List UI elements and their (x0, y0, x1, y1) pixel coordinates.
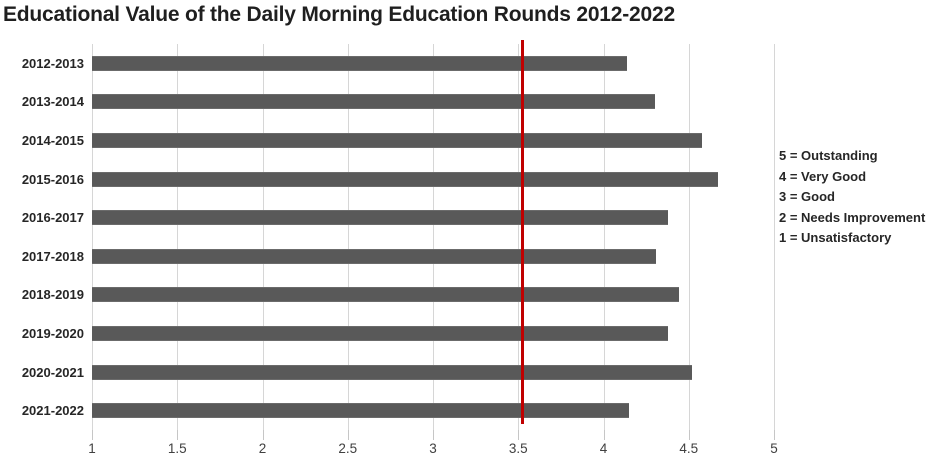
category-label-2014-2015: 2014-2015 (21, 132, 84, 148)
rating-scale-legend: 5 = Outstanding 4 = Very Good 3 = Good 2 = … (779, 146, 925, 249)
bar-2016-2017 (92, 210, 669, 226)
bar-2015-2016 (92, 171, 718, 187)
legend-item-1: 1 = Unsatisfactory (779, 230, 892, 245)
category-label-2015-2016: 2015-2016 (21, 171, 84, 187)
bar-2021-2022 (92, 403, 630, 419)
bar-row-2021-2022 (92, 391, 774, 430)
legend-item-5: 5 = Outstanding (779, 148, 878, 163)
reference-line (520, 40, 524, 424)
axis-tick-1.5 (177, 430, 179, 440)
plot-area (92, 40, 775, 440)
value-axis-label-5: 5 (770, 441, 778, 456)
category-axis-labels: 2012-2013 2013-2014 2014-2015 2015-2016 2016… (0, 44, 84, 430)
legend-item-2: 2 = Needs Improvement (779, 209, 926, 225)
bar-2017-2018 (92, 248, 657, 264)
bar-2012-2013 (92, 55, 628, 71)
bars-container (92, 44, 774, 430)
legend-item-4: 4 = Very Good (779, 168, 867, 184)
bar-row-2019-2020 (92, 314, 774, 353)
gridline-4.5 (688, 44, 690, 430)
axis-tick-4.5 (688, 430, 690, 440)
category-label-2016-2017: 2016-2017 (21, 210, 84, 226)
gridline-4 (603, 44, 605, 430)
gridline-1.5 (177, 44, 179, 430)
bar-row-2017-2018 (92, 237, 774, 276)
category-label-2020-2021: 2020-2021 (21, 364, 84, 380)
gridline-5 (774, 44, 775, 430)
axis-tick-2 (262, 430, 264, 440)
value-axis-label-1: 1 (88, 441, 96, 456)
category-label-2019-2020: 2019-2020 (21, 325, 84, 341)
value-axis-label-3.5: 3.5 (508, 441, 528, 456)
gridline-3.5 (518, 44, 520, 430)
value-axis-label-1.5: 1.5 (167, 441, 187, 456)
gridline-3 (433, 44, 434, 430)
bar-2013-2014 (92, 94, 655, 110)
gridline-1 (92, 44, 93, 430)
gridline-2 (262, 44, 264, 430)
axis-tick-1 (92, 430, 93, 440)
category-label-2017-2018: 2017-2018 (21, 248, 84, 264)
axis-tick-2.5 (347, 430, 349, 440)
bar-2020-2021 (92, 364, 693, 380)
gridline-2.5 (347, 44, 349, 430)
value-axis-label-4.5: 4.5 (679, 441, 699, 456)
bar-2019-2020 (92, 325, 669, 341)
bar-2018-2019 (92, 287, 679, 303)
value-axis-label-2.5: 2.5 (338, 441, 358, 456)
bar-row-2018-2019 (92, 276, 774, 315)
bar-row-2015-2016 (92, 160, 774, 199)
axis-tick-3 (433, 430, 434, 440)
value-axis-label-4: 4 (599, 441, 608, 456)
axis-tick-3.5 (518, 430, 520, 440)
axis-tick-4 (603, 430, 605, 440)
axis-tick-5 (774, 430, 775, 440)
value-axis-label-2: 2 (258, 441, 267, 456)
bar-row-2013-2014 (92, 83, 774, 122)
bar-2014-2015 (92, 132, 703, 148)
category-label-2021-2022: 2021-2022 (21, 403, 84, 419)
value-axis-label-3: 3 (429, 441, 437, 456)
category-label-2012-2013: 2012-2013 (21, 55, 84, 71)
value-axis-labels: 1 1.5 2 2.5 3 3.5 4 4.5 5 (88, 441, 778, 461)
category-label-2018-2019: 2018-2019 (21, 287, 84, 303)
legend-item-3: 3 = Good (779, 189, 835, 204)
bar-row-2020-2021 (92, 353, 774, 392)
bar-row-2016-2017 (92, 198, 774, 237)
bar-row-2014-2015 (92, 121, 774, 160)
chart-title: Educational Value of the Daily Morning E… (3, 3, 675, 26)
category-label-2013-2014: 2013-2014 (21, 94, 84, 110)
bar-row-2012-2013 (92, 44, 774, 83)
